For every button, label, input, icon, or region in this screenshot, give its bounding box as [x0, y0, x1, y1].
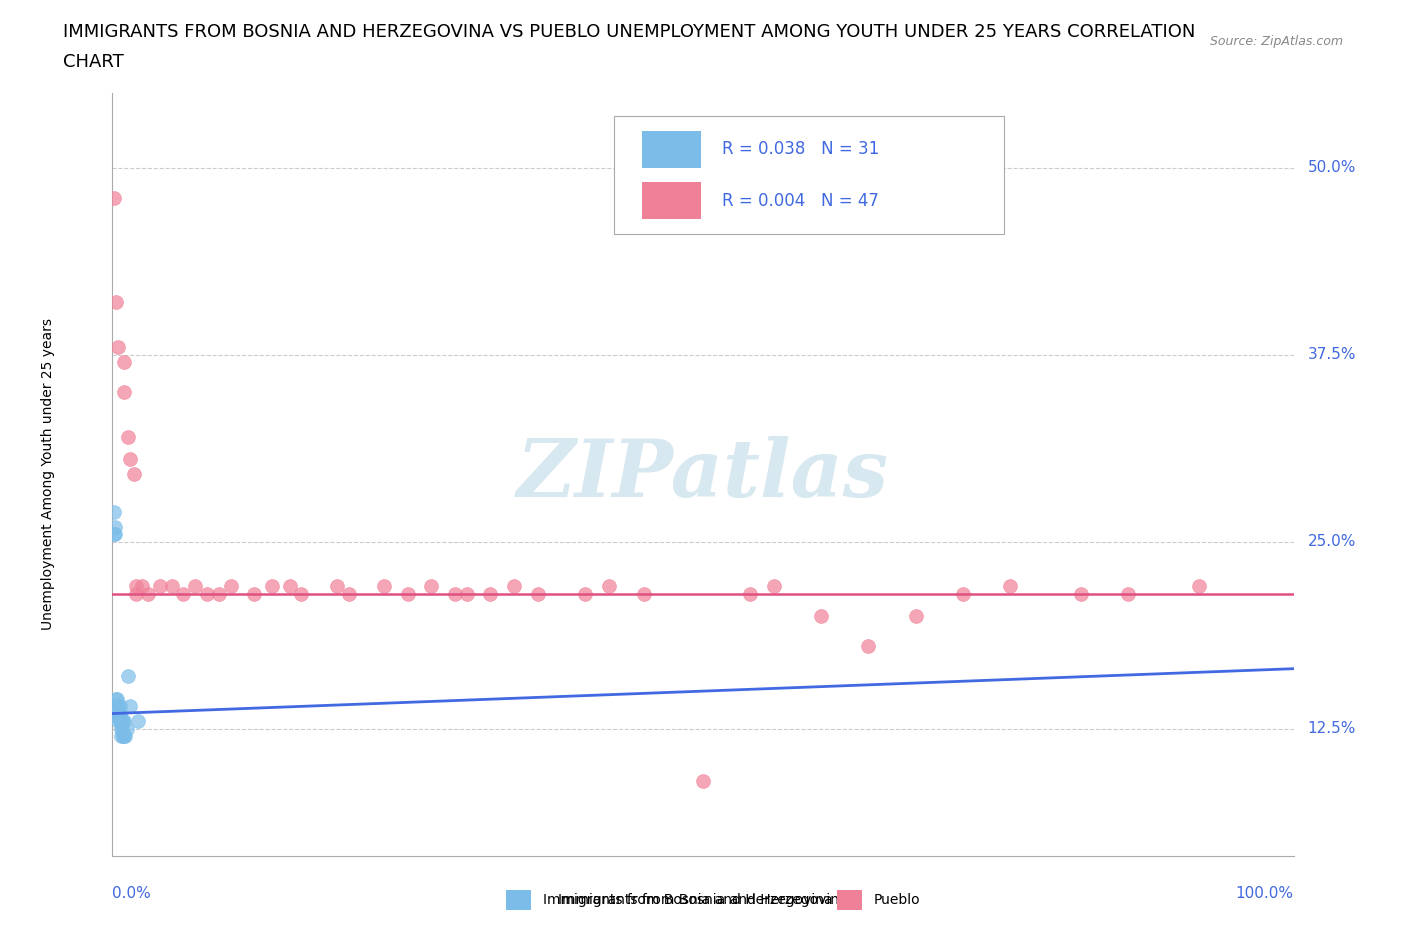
Text: R = 0.004   N = 47: R = 0.004 N = 47 [721, 192, 879, 209]
Point [219, 579, 242, 594]
Point [195, 587, 218, 602]
Point [692, 774, 714, 789]
Point [373, 579, 395, 594]
Point [278, 579, 301, 594]
Point [104, 526, 127, 541]
Point [740, 587, 762, 602]
Text: Unemployment Among Youth under 25 years: Unemployment Among Youth under 25 years [41, 318, 55, 631]
Point [107, 706, 129, 721]
Point [117, 430, 139, 445]
Point [1116, 587, 1139, 602]
Point [110, 713, 132, 728]
Point [110, 728, 132, 743]
Point [104, 519, 127, 534]
Point [260, 579, 283, 594]
Point [290, 587, 312, 602]
Text: 12.5%: 12.5% [1308, 721, 1355, 736]
Text: Immigrants from Bosnia and Herzegovina: Immigrants from Bosnia and Herzegovina [543, 893, 832, 908]
Point [122, 467, 145, 482]
Point [115, 721, 138, 736]
Point [326, 579, 349, 594]
Point [120, 698, 142, 713]
Text: IMMIGRANTS FROM BOSNIA AND HERZEGOVINA VS PUEBLO UNEMPLOYMENT AMONG YOUTH UNDER : IMMIGRANTS FROM BOSNIA AND HERZEGOVINA V… [63, 23, 1195, 41]
Point [112, 728, 135, 743]
Point [112, 728, 135, 743]
Point [526, 587, 548, 602]
Point [184, 579, 207, 594]
Point [574, 587, 596, 602]
Point [479, 587, 502, 602]
Point [105, 698, 128, 713]
Text: 25.0%: 25.0% [1308, 534, 1355, 549]
Point [107, 713, 129, 728]
Point [107, 698, 129, 713]
Point [172, 587, 194, 602]
Point [105, 698, 128, 713]
Point [108, 706, 131, 721]
Point [598, 579, 620, 594]
Point [112, 713, 135, 728]
Text: Source: ZipAtlas.com: Source: ZipAtlas.com [1209, 35, 1343, 48]
Point [762, 579, 785, 594]
Point [131, 579, 153, 594]
Point [110, 721, 132, 736]
Point [105, 295, 128, 310]
Point [112, 354, 135, 369]
Point [103, 526, 125, 541]
Point [149, 579, 172, 594]
Text: Immigrants from Bosnia and Herzegovina: Immigrants from Bosnia and Herzegovina [558, 893, 848, 908]
Point [243, 587, 266, 602]
Point [633, 587, 655, 602]
Point [117, 669, 139, 684]
Point [858, 639, 880, 654]
Point [127, 713, 149, 728]
Point [904, 609, 927, 624]
Point [136, 587, 159, 602]
Point [160, 579, 183, 594]
Point [103, 191, 125, 206]
Point [112, 385, 135, 400]
Point [208, 587, 231, 602]
Point [107, 339, 129, 354]
Point [1070, 587, 1092, 602]
Point [114, 728, 136, 743]
Bar [641, 182, 700, 219]
Point [125, 579, 148, 594]
Point [103, 504, 125, 519]
Text: CHART: CHART [63, 53, 124, 71]
Point [105, 706, 128, 721]
Point [952, 587, 974, 602]
Bar [641, 131, 700, 167]
Point [125, 587, 148, 602]
Point [108, 698, 131, 713]
Point [105, 691, 128, 706]
Point [396, 587, 419, 602]
Point [337, 587, 360, 602]
Point [420, 579, 443, 594]
Point [444, 587, 467, 602]
Point [1188, 579, 1211, 594]
Text: 50.0%: 50.0% [1308, 160, 1355, 175]
Text: ZIPatlas: ZIPatlas [517, 435, 889, 513]
Point [503, 579, 526, 594]
Point [112, 713, 135, 728]
Point [105, 691, 128, 706]
Point [107, 706, 129, 721]
Text: 0.0%: 0.0% [112, 886, 152, 901]
Point [108, 713, 131, 728]
Point [810, 609, 832, 624]
Text: 100.0%: 100.0% [1236, 886, 1294, 901]
FancyBboxPatch shape [614, 116, 1004, 234]
Point [111, 721, 134, 736]
Point [998, 579, 1021, 594]
Text: R = 0.038   N = 31: R = 0.038 N = 31 [721, 140, 879, 158]
Point [120, 452, 142, 467]
Text: 37.5%: 37.5% [1308, 347, 1357, 362]
Point [456, 587, 478, 602]
Point [111, 713, 134, 728]
Text: Pueblo: Pueblo [873, 893, 920, 908]
Point [105, 706, 128, 721]
